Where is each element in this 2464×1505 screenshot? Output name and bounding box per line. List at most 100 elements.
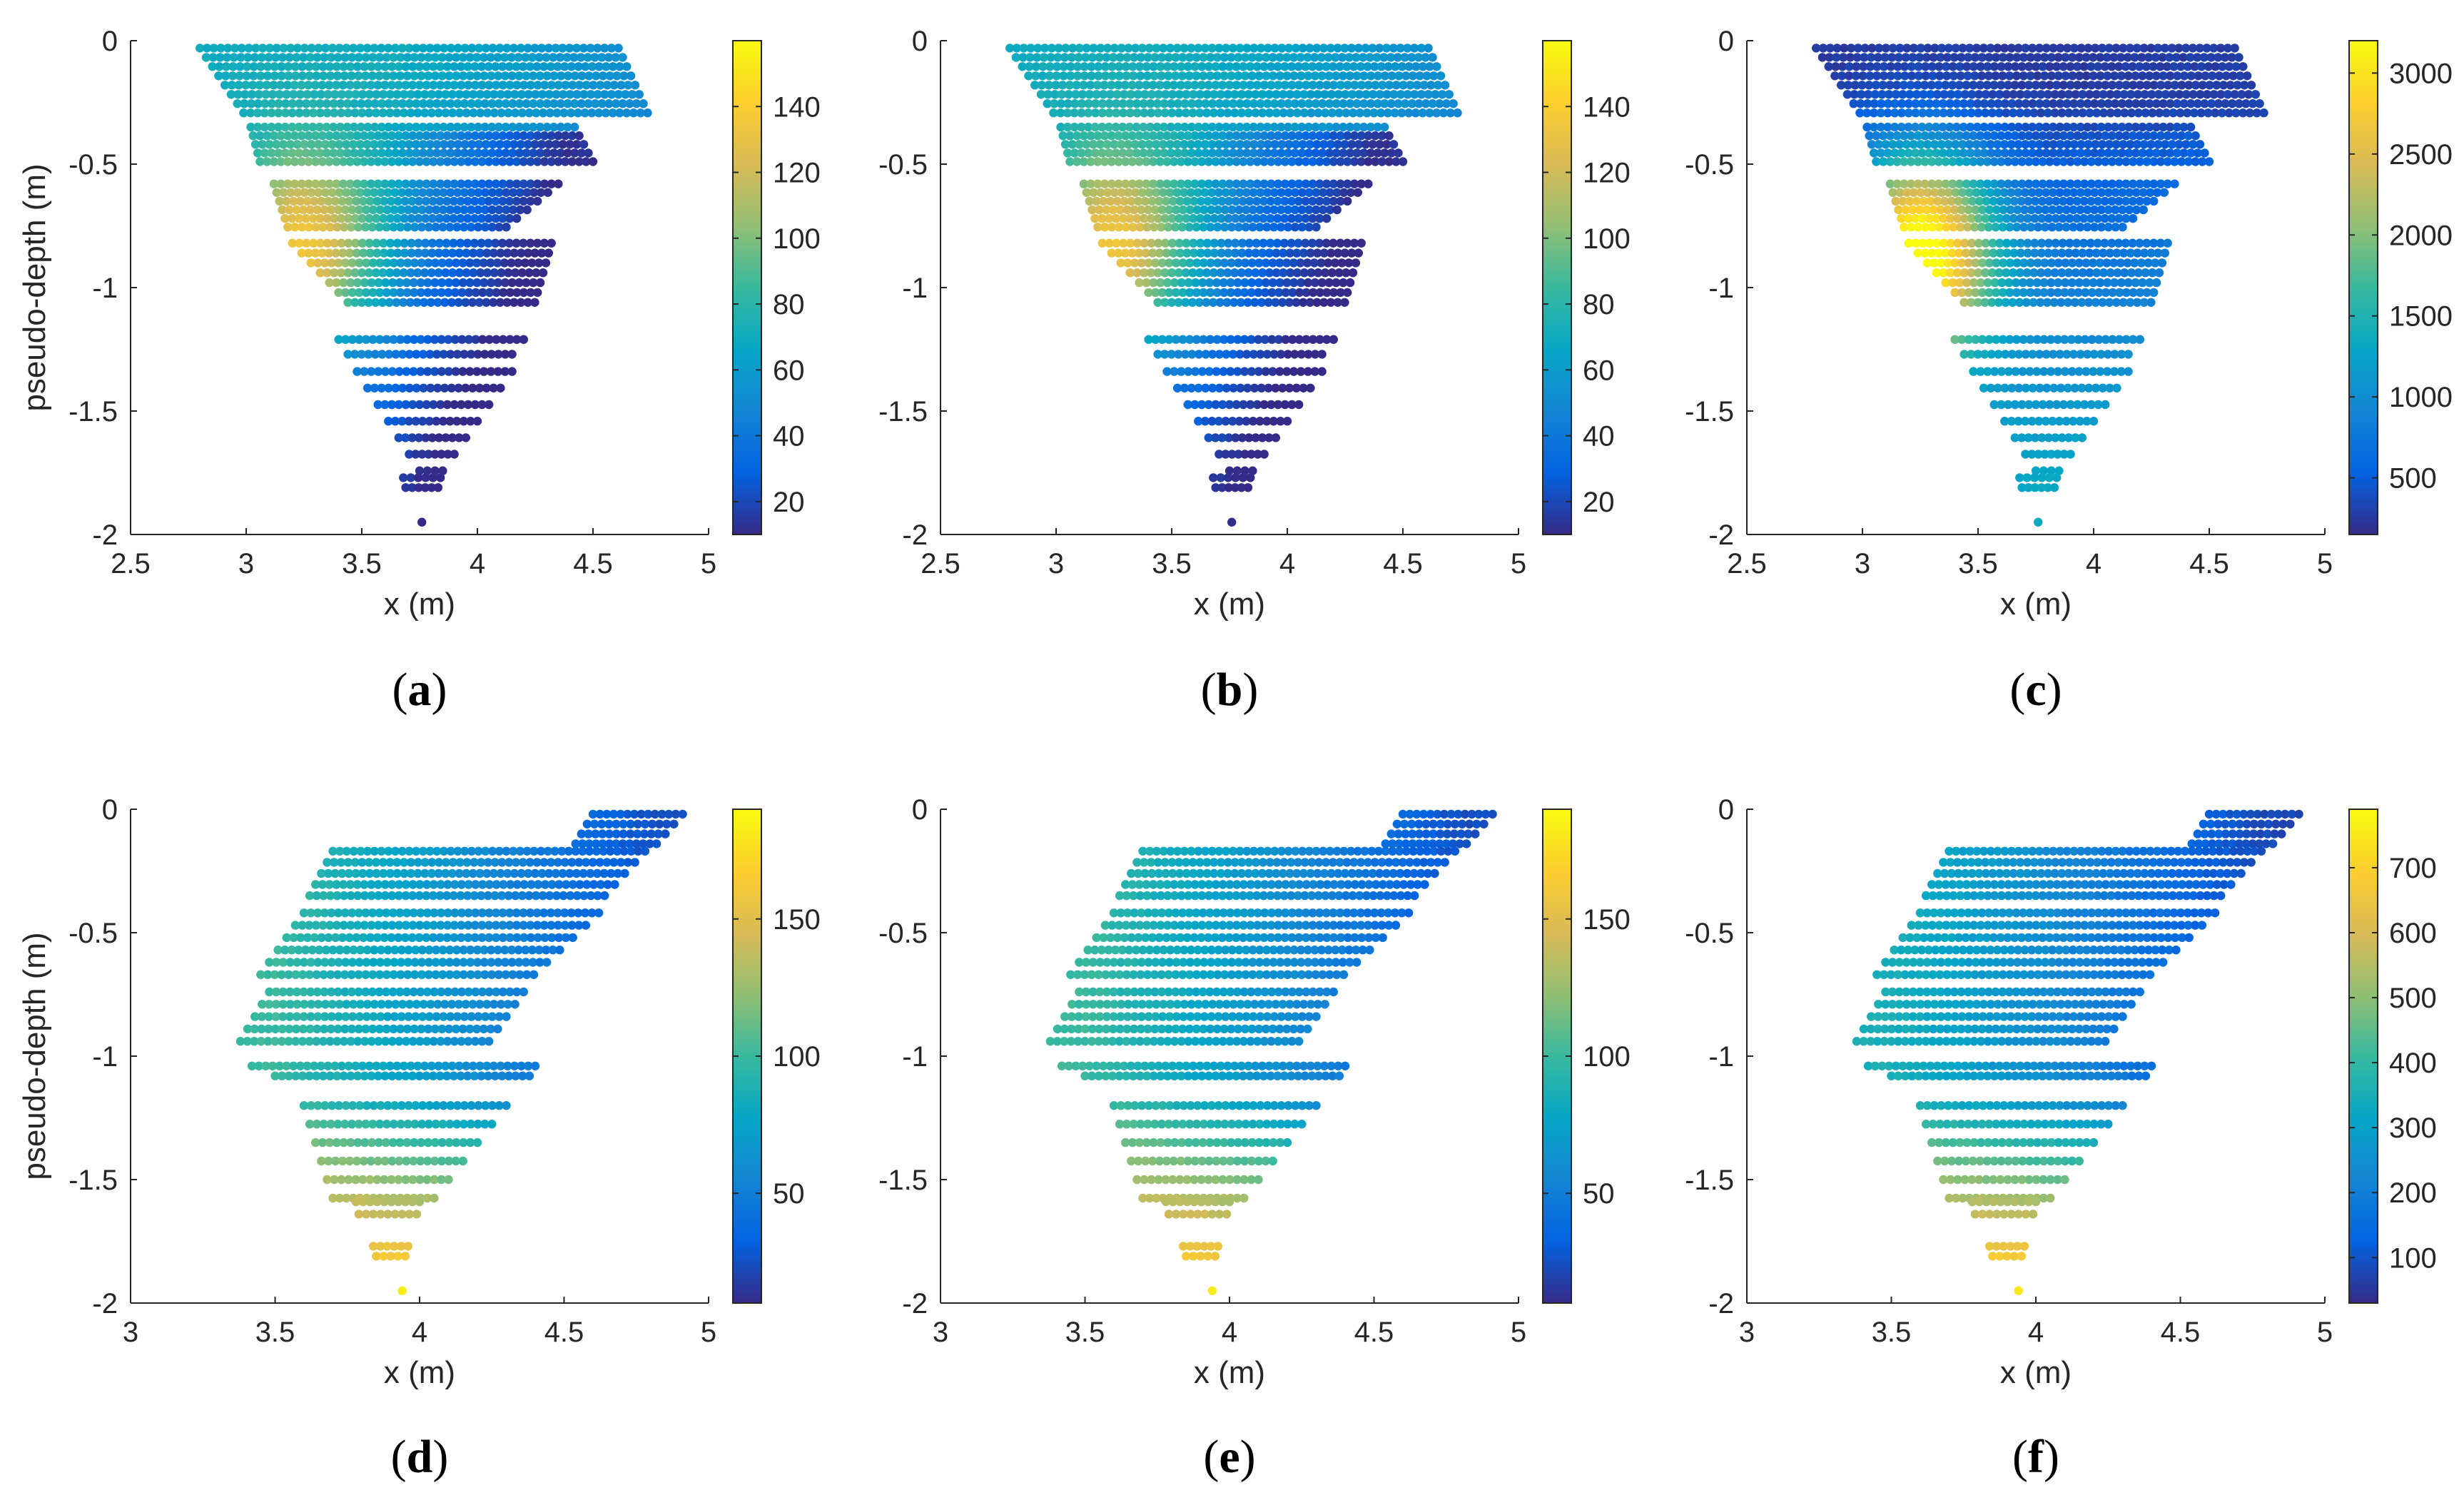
scatter-point <box>526 196 535 206</box>
scatter-point <box>622 108 632 118</box>
scatter-point <box>512 62 521 71</box>
scatter-point <box>272 188 281 197</box>
scatter-point <box>508 188 518 197</box>
scatter-point <box>442 62 452 71</box>
scatter-point <box>505 157 514 166</box>
scatter-point <box>524 90 533 99</box>
scatter-point <box>446 140 456 149</box>
scatter-point <box>342 140 351 149</box>
scatter-point <box>569 122 579 132</box>
scatter-point <box>528 71 538 81</box>
caption-close-paren: ) <box>432 664 447 716</box>
scatter-point <box>538 108 548 118</box>
scatter-point <box>303 196 312 206</box>
scatter-point <box>2239 62 2248 71</box>
scatter-point <box>274 99 283 108</box>
scatter-point <box>411 188 420 197</box>
scatter-point <box>475 44 484 53</box>
scatter-point <box>2154 268 2164 278</box>
scatter-point <box>400 196 410 206</box>
scatter-point <box>330 196 340 206</box>
scatter-point <box>313 53 322 62</box>
scatter-point <box>401 81 410 90</box>
scatter-point <box>276 179 285 188</box>
scatter-point <box>625 99 634 108</box>
scatter-point <box>338 81 348 90</box>
scatter-point <box>2118 223 2127 232</box>
scatter-point <box>370 188 379 197</box>
scatter-point <box>249 62 258 71</box>
scatter-point <box>569 53 579 62</box>
scatter-point <box>457 157 466 166</box>
scatter-point <box>2234 53 2244 62</box>
scatter-point <box>460 99 470 108</box>
scatter-point <box>607 44 617 53</box>
scatter-point <box>608 108 617 118</box>
scatter-point <box>458 53 467 62</box>
scatter-point <box>514 71 524 81</box>
scatter-point <box>246 122 255 132</box>
scatter-point <box>237 44 246 53</box>
scatter-point <box>414 196 424 206</box>
scatter-point <box>435 62 445 71</box>
scatter-point <box>473 122 483 132</box>
scatter-point <box>491 179 501 188</box>
scatter-point <box>477 81 487 90</box>
scatter-point <box>599 44 609 53</box>
scatter-point <box>379 90 388 99</box>
scatter-point <box>370 148 380 158</box>
scatter-point <box>611 99 621 108</box>
panel-caption: (b) <box>1201 664 1259 716</box>
scatter-point <box>545 108 554 118</box>
scatter-point <box>556 148 566 158</box>
scatter-point <box>452 205 462 215</box>
scatter-point <box>338 196 347 206</box>
scatter-point <box>379 213 388 223</box>
scatter-point <box>325 131 334 141</box>
scatter-point <box>507 367 517 376</box>
scatter-point <box>390 140 400 149</box>
scatter-point <box>508 148 517 158</box>
scatter-point <box>345 179 355 188</box>
scatter-point <box>290 62 300 71</box>
scatter-point <box>279 44 288 53</box>
scatter-point <box>289 196 298 206</box>
scatter-point <box>343 99 353 108</box>
scatter-point <box>277 71 286 81</box>
scatter-point <box>387 62 397 71</box>
scatter-point <box>442 157 452 166</box>
scatter-point <box>380 157 390 166</box>
scatter-point <box>593 90 602 99</box>
scatter-point <box>494 122 504 132</box>
y-tick-label: -2 <box>902 520 928 551</box>
scatter-point <box>485 1037 494 1046</box>
scatter-point <box>343 122 352 132</box>
scatter-point <box>253 99 263 108</box>
scatter-point <box>539 131 549 141</box>
scatter-point <box>514 53 523 62</box>
scatter-point <box>519 81 529 90</box>
scatter-point <box>320 44 330 53</box>
scatter-point <box>490 108 499 118</box>
scatter-point <box>263 157 272 166</box>
scatter-point <box>318 62 328 71</box>
scatter-point <box>397 122 407 132</box>
scatter-point <box>350 148 359 158</box>
scatter-point <box>473 148 483 158</box>
scatter-point <box>566 108 576 118</box>
scatter-point <box>390 44 400 53</box>
scatter-point <box>549 53 558 62</box>
scatter-point <box>535 148 545 158</box>
scatter-point <box>269 131 279 141</box>
scatter-point <box>402 71 412 81</box>
scatter-point <box>446 99 455 108</box>
scatter-point <box>304 179 313 188</box>
scatter-point <box>323 213 332 223</box>
scatter-point <box>401 131 410 141</box>
scatter-point <box>348 205 357 215</box>
scatter-point <box>477 179 487 188</box>
scatter-point <box>240 90 250 99</box>
scatter-point <box>583 53 592 62</box>
scatter-point <box>368 53 377 62</box>
scatter-point <box>246 99 256 108</box>
